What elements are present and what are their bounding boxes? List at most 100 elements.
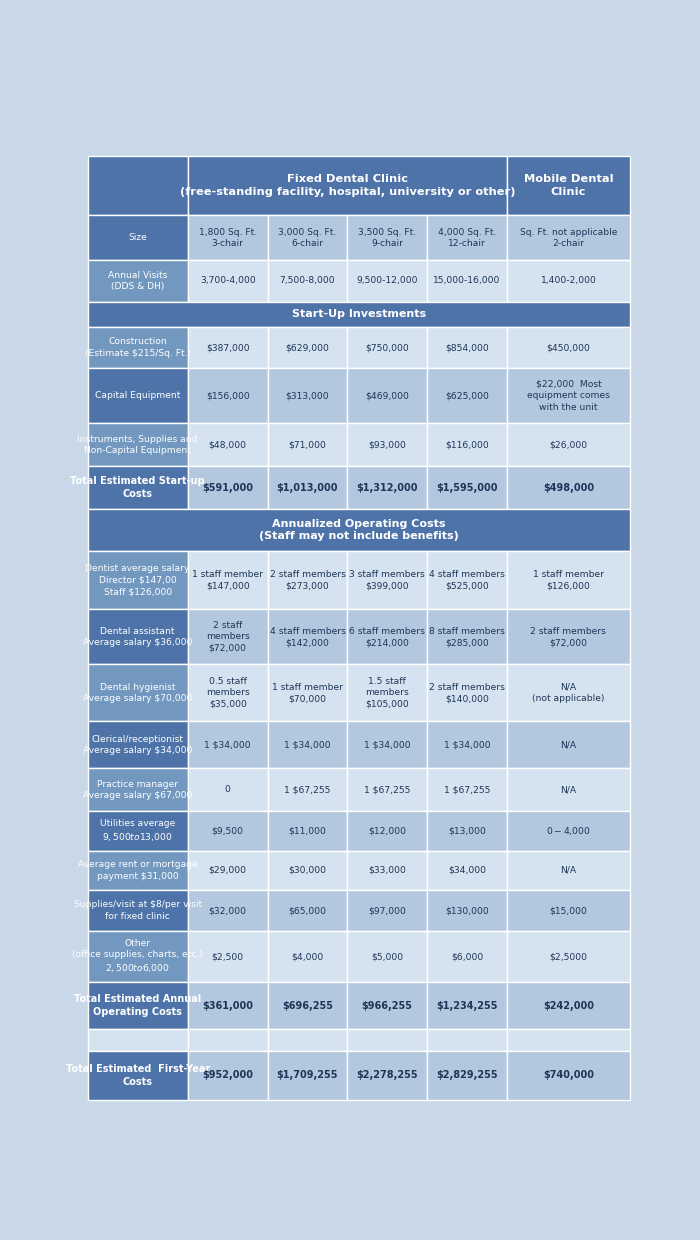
Text: 1.5 staff
members
$105,000: 1.5 staff members $105,000	[365, 677, 409, 709]
Text: $387,000: $387,000	[206, 343, 249, 352]
Text: $4,000: $4,000	[291, 952, 323, 961]
Text: 6 staff members
$214,000: 6 staff members $214,000	[349, 626, 425, 647]
Bar	[347, 851, 427, 890]
Text: Total Estimated  First-Year
Costs: Total Estimated First-Year Costs	[66, 1064, 210, 1086]
Text: $33,000: $33,000	[368, 866, 406, 874]
Text: 2 staff members
$273,000: 2 staff members $273,000	[270, 570, 345, 590]
Bar	[427, 982, 507, 1029]
Bar	[507, 722, 630, 769]
Bar	[188, 811, 267, 851]
Text: 1 $34,000: 1 $34,000	[444, 740, 490, 749]
Text: $469,000: $469,000	[365, 391, 410, 401]
Bar	[267, 466, 347, 510]
Bar	[427, 931, 507, 982]
Bar	[507, 851, 630, 890]
Text: $13,000: $13,000	[448, 827, 486, 836]
Text: Dental assistant
Average salary $36,000: Dental assistant Average salary $36,000	[83, 626, 192, 647]
Text: $156,000: $156,000	[206, 391, 250, 401]
Text: $29,000: $29,000	[209, 866, 246, 874]
Text: $1,709,255: $1,709,255	[276, 1070, 338, 1080]
Bar	[427, 722, 507, 769]
Text: Annual Visits
(DDS & DH): Annual Visits (DDS & DH)	[108, 270, 167, 291]
Bar	[507, 890, 630, 931]
Bar	[267, 1050, 347, 1100]
Text: 1 staff member
$70,000: 1 staff member $70,000	[272, 682, 343, 703]
Bar	[188, 982, 267, 1029]
Bar	[188, 665, 267, 722]
Text: 7,500-8,000: 7,500-8,000	[280, 277, 335, 285]
Text: Total Estimated Start-up
Costs: Total Estimated Start-up Costs	[71, 476, 205, 500]
Bar	[88, 368, 188, 423]
Text: 1,400-2,000: 1,400-2,000	[540, 277, 596, 285]
Text: $2,829,255: $2,829,255	[436, 1070, 498, 1080]
Bar	[427, 610, 507, 665]
Bar	[188, 1050, 267, 1100]
Text: 1 $67,255: 1 $67,255	[364, 785, 410, 795]
Bar	[88, 260, 188, 301]
Bar	[88, 931, 188, 982]
Bar	[88, 811, 188, 851]
Text: $93,000: $93,000	[368, 440, 406, 449]
Text: Other
(office supplies, charts, etc.)
$2,500  to $6,000: Other (office supplies, charts, etc.) $2…	[72, 939, 203, 975]
Bar	[347, 551, 427, 610]
Bar	[507, 327, 630, 368]
Bar	[507, 260, 630, 301]
Text: $12,000: $12,000	[368, 827, 406, 836]
Bar	[188, 769, 267, 811]
Bar	[507, 931, 630, 982]
Text: $1,595,000: $1,595,000	[436, 482, 498, 492]
Text: $1,234,255: $1,234,255	[436, 1001, 498, 1011]
Text: $130,000: $130,000	[445, 906, 489, 915]
Text: $48,000: $48,000	[209, 440, 246, 449]
Bar	[347, 665, 427, 722]
Bar	[188, 890, 267, 931]
Bar	[88, 510, 630, 551]
Bar	[267, 722, 347, 769]
Text: Start-Up Investments: Start-Up Investments	[292, 309, 426, 320]
Text: 1,800 Sq. Ft.
3-chair: 1,800 Sq. Ft. 3-chair	[199, 228, 257, 248]
Bar	[427, 423, 507, 466]
Bar	[507, 368, 630, 423]
Text: Supplies/visit at $8/per visit
for fixed clinic: Supplies/visit at $8/per visit for fixed…	[74, 900, 202, 921]
Bar	[188, 260, 267, 301]
Text: $9,500: $9,500	[211, 827, 244, 836]
Bar	[267, 1029, 347, 1050]
Text: Construction
(Estimate $215/Sq. Ft.): Construction (Estimate $215/Sq. Ft.)	[85, 337, 190, 358]
Text: Clerical/receptionist
Average salary $34,000: Clerical/receptionist Average salary $34…	[83, 734, 192, 755]
Text: 0.5 staff
members
$35,000: 0.5 staff members $35,000	[206, 677, 250, 709]
Text: $625,000: $625,000	[445, 391, 489, 401]
Text: $26,000: $26,000	[550, 440, 587, 449]
Bar	[507, 156, 630, 216]
Text: Mobile Dental
Clinic: Mobile Dental Clinic	[524, 175, 613, 197]
Bar	[267, 551, 347, 610]
Bar	[188, 216, 267, 260]
Text: $361,000: $361,000	[202, 1001, 253, 1011]
Text: 2 staff members
$140,000: 2 staff members $140,000	[429, 682, 505, 703]
Text: N/A: N/A	[561, 866, 577, 874]
Bar	[427, 1050, 507, 1100]
Bar	[507, 466, 630, 510]
Text: $450,000: $450,000	[547, 343, 590, 352]
Text: 1 staff member
$147,000: 1 staff member $147,000	[193, 570, 263, 590]
Text: 3,700-4,000: 3,700-4,000	[200, 277, 256, 285]
Text: $2,5000: $2,5000	[550, 952, 587, 961]
Text: 1 staff member
$126,000: 1 staff member $126,000	[533, 570, 604, 590]
Text: 9,500-12,000: 9,500-12,000	[356, 277, 418, 285]
Bar	[347, 327, 427, 368]
Bar	[88, 722, 188, 769]
Text: $0 - $4,000: $0 - $4,000	[546, 825, 591, 837]
Text: 3 staff members
$399,000: 3 staff members $399,000	[349, 570, 425, 590]
Bar	[507, 610, 630, 665]
Text: Size: Size	[128, 233, 147, 242]
Bar	[88, 301, 630, 327]
Text: $116,000: $116,000	[445, 440, 489, 449]
Bar	[188, 610, 267, 665]
Text: $750,000: $750,000	[365, 343, 409, 352]
Bar	[267, 851, 347, 890]
Bar	[88, 1029, 188, 1050]
Text: $22,000  Most
equipment comes
with the unit: $22,000 Most equipment comes with the un…	[527, 379, 610, 412]
Bar	[507, 551, 630, 610]
Bar	[267, 260, 347, 301]
Bar	[347, 1050, 427, 1100]
Text: $15,000: $15,000	[550, 906, 587, 915]
